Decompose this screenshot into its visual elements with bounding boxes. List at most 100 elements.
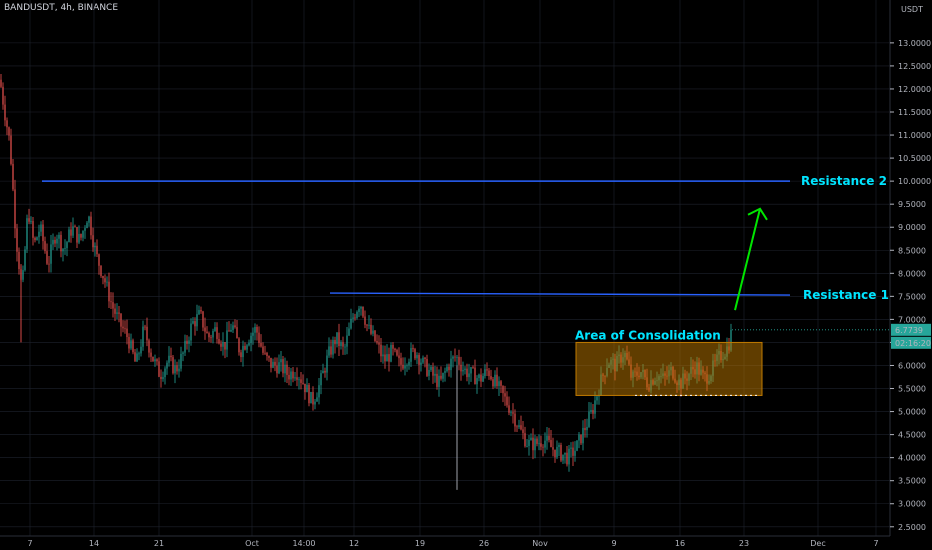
- candles: [0, 74, 732, 490]
- candle-body: [22, 270, 24, 280]
- candle-body: [168, 355, 170, 363]
- candle-body: [572, 447, 574, 456]
- candle-body: [106, 281, 108, 283]
- candle-body: [372, 330, 374, 334]
- candle-body: [520, 425, 522, 430]
- candle-body: [166, 362, 168, 369]
- candle-body: [550, 440, 552, 448]
- candle-body: [444, 371, 446, 373]
- candle-body: [278, 362, 280, 374]
- candle-body: [562, 454, 564, 461]
- candle-body: [316, 397, 318, 402]
- candle-body: [192, 321, 194, 324]
- candle-body: [282, 359, 284, 374]
- candle-body: [172, 357, 174, 374]
- candle-body: [354, 317, 356, 319]
- candle-body: [574, 450, 576, 456]
- currency-label: USDT: [901, 5, 923, 14]
- candle-body: [408, 361, 410, 366]
- candle-body: [262, 346, 264, 353]
- candle-body: [534, 438, 536, 451]
- symbol-label: BANDUSDT, 4h, BINANCE: [4, 3, 119, 13]
- candle-body: [42, 224, 44, 242]
- y-tick-label: 10.0000: [898, 177, 931, 186]
- candle-body: [174, 365, 176, 374]
- candle-body: [434, 373, 436, 376]
- candle-body: [76, 227, 78, 243]
- candle-body: [376, 340, 378, 343]
- candle-body: [302, 382, 304, 384]
- candle-body: [216, 327, 218, 339]
- candle-body: [396, 350, 398, 356]
- candle-body: [360, 306, 362, 309]
- candle-body: [594, 400, 596, 414]
- candle-body: [512, 412, 514, 414]
- candle-body: [582, 427, 584, 444]
- candle-body: [492, 379, 494, 387]
- candle-body: [412, 348, 414, 350]
- candle-body: [88, 216, 90, 223]
- candle-body: [486, 369, 488, 371]
- candle-body: [544, 440, 546, 448]
- grid: [0, 0, 890, 536]
- candle-body: [468, 373, 470, 378]
- candle-body: [366, 324, 368, 326]
- candle-body: [498, 381, 500, 387]
- candle-body: [414, 349, 416, 359]
- candle-body: [196, 314, 198, 327]
- candle-body: [210, 337, 212, 339]
- candle-body: [256, 326, 258, 333]
- candle-body: [730, 329, 732, 351]
- candle-body: [38, 231, 40, 238]
- candle-body: [510, 412, 512, 414]
- candle-body: [212, 330, 214, 338]
- candle-body: [86, 222, 88, 229]
- candle-body: [416, 355, 418, 359]
- candle-body: [54, 239, 56, 244]
- candle-body: [542, 446, 544, 448]
- candle-body: [400, 358, 402, 365]
- candle-body: [296, 377, 298, 380]
- x-tick-label: Oct: [245, 539, 259, 548]
- candle-body: [370, 324, 372, 334]
- candle-body: [236, 327, 238, 339]
- candle-body: [496, 374, 498, 387]
- candle-body: [190, 323, 192, 341]
- candle-body: [12, 163, 14, 190]
- candle-body: [460, 364, 462, 372]
- candle-body: [50, 244, 52, 264]
- candle-body: [46, 251, 48, 264]
- candle-body: [390, 345, 392, 362]
- candle-body: [144, 326, 146, 328]
- y-tick-label: 6.0000: [898, 361, 926, 370]
- candle-body: [180, 353, 182, 369]
- candle-body: [374, 330, 376, 341]
- candle-body: [322, 370, 324, 374]
- candle-body: [70, 229, 72, 236]
- candle-body: [304, 383, 306, 393]
- candle-body: [348, 328, 350, 336]
- candle-body: [112, 302, 114, 309]
- candle-body: [328, 346, 330, 356]
- x-tick-label: Nov: [532, 539, 548, 548]
- candle-body: [140, 346, 142, 354]
- candle-body: [532, 437, 534, 451]
- candle-body: [428, 369, 430, 376]
- candle-body: [198, 310, 200, 315]
- candle-body: [78, 233, 80, 243]
- candle-body: [398, 355, 400, 359]
- candle-body: [152, 356, 154, 362]
- candle-body: [272, 361, 274, 368]
- candle-body: [386, 354, 388, 362]
- y-tick-label: 12.5000: [898, 62, 931, 71]
- candle-body: [248, 342, 250, 346]
- candle-body: [122, 326, 124, 329]
- candle-body: [448, 366, 450, 371]
- candle-body: [0, 79, 2, 87]
- candle-body: [462, 369, 464, 372]
- candle-body: [556, 446, 558, 458]
- candle-body: [506, 396, 508, 406]
- resistance-1-label: Resistance 1: [803, 288, 889, 302]
- candle-body: [476, 378, 478, 385]
